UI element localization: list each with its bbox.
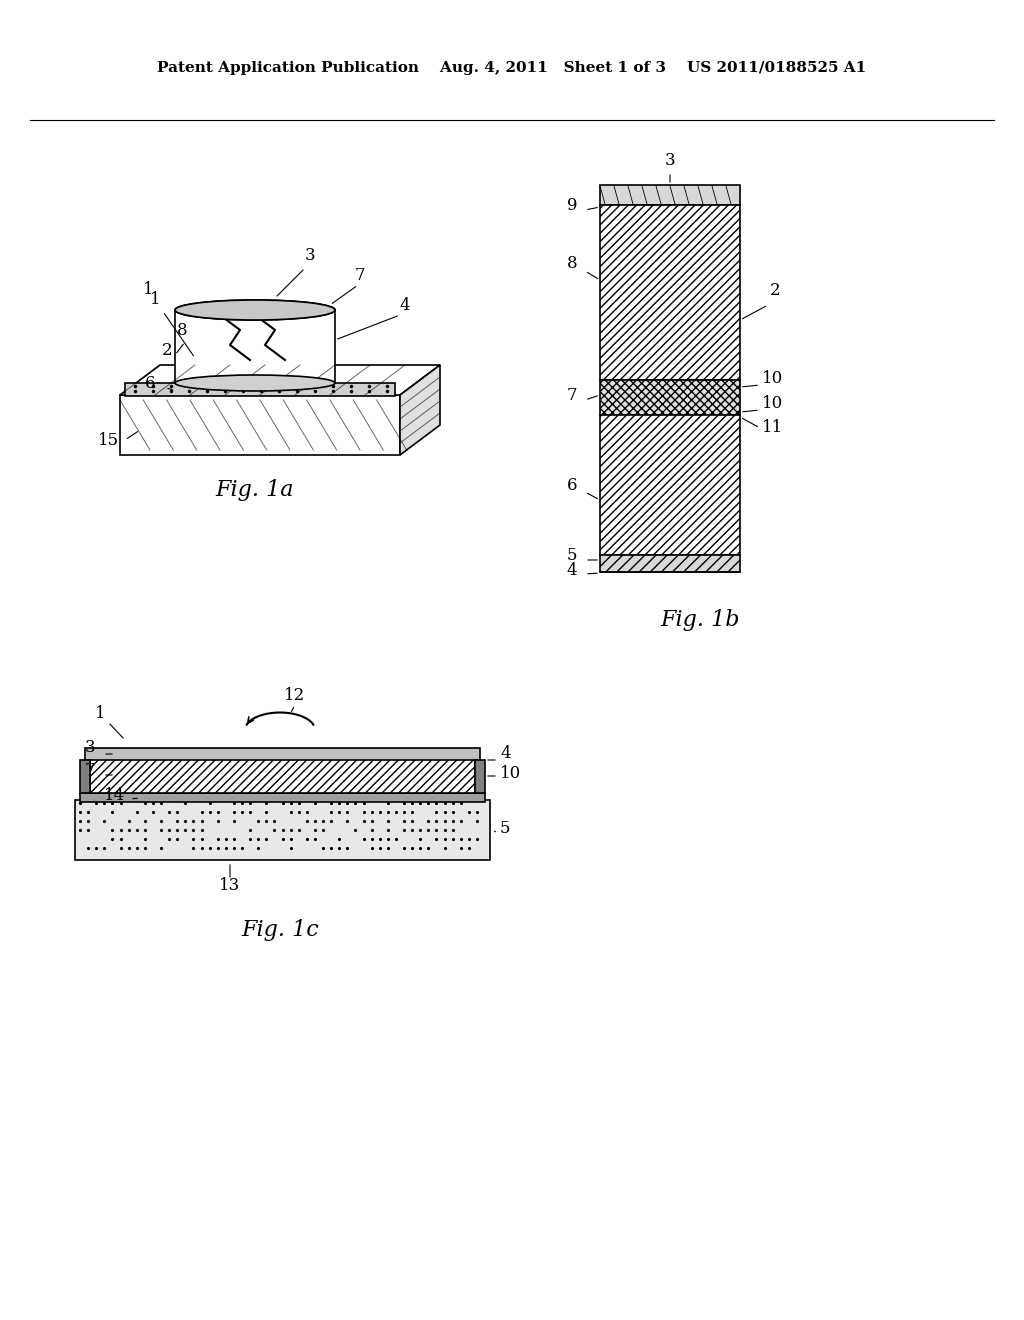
Polygon shape bbox=[80, 793, 485, 803]
Text: 5: 5 bbox=[566, 546, 578, 564]
Text: Fig. 1c: Fig. 1c bbox=[241, 919, 318, 941]
Polygon shape bbox=[75, 800, 490, 861]
Text: 6: 6 bbox=[566, 477, 578, 494]
Text: 1: 1 bbox=[142, 281, 154, 298]
Polygon shape bbox=[600, 185, 740, 205]
Polygon shape bbox=[600, 205, 740, 380]
Text: 7: 7 bbox=[566, 387, 578, 404]
Ellipse shape bbox=[175, 375, 335, 391]
Text: 4: 4 bbox=[399, 297, 411, 314]
Text: 10: 10 bbox=[762, 395, 783, 412]
Text: Fig. 1b: Fig. 1b bbox=[660, 609, 739, 631]
Polygon shape bbox=[125, 383, 395, 396]
Polygon shape bbox=[120, 366, 440, 395]
Text: 9: 9 bbox=[566, 197, 578, 214]
Text: 8: 8 bbox=[177, 322, 187, 339]
Ellipse shape bbox=[175, 300, 335, 319]
Text: 4: 4 bbox=[500, 744, 511, 762]
Polygon shape bbox=[80, 760, 90, 793]
Polygon shape bbox=[600, 380, 740, 414]
Polygon shape bbox=[400, 366, 440, 455]
Text: 1: 1 bbox=[150, 292, 194, 355]
Text: 2: 2 bbox=[162, 342, 172, 359]
Text: 7: 7 bbox=[85, 762, 95, 779]
Text: 10: 10 bbox=[762, 370, 783, 387]
Text: 13: 13 bbox=[219, 876, 241, 894]
Text: Fig. 1a: Fig. 1a bbox=[216, 479, 294, 502]
Polygon shape bbox=[90, 758, 475, 793]
Text: 15: 15 bbox=[97, 432, 119, 449]
Text: 3: 3 bbox=[305, 247, 315, 264]
Polygon shape bbox=[475, 760, 485, 793]
Ellipse shape bbox=[175, 300, 335, 319]
Polygon shape bbox=[600, 554, 740, 572]
Text: Patent Application Publication    Aug. 4, 2011   Sheet 1 of 3    US 2011/0188525: Patent Application Publication Aug. 4, 2… bbox=[158, 61, 866, 75]
Polygon shape bbox=[120, 395, 400, 455]
Text: 3: 3 bbox=[85, 739, 95, 756]
Text: 2: 2 bbox=[770, 282, 780, 300]
Text: 1: 1 bbox=[94, 705, 105, 722]
Polygon shape bbox=[85, 748, 480, 760]
Text: 11: 11 bbox=[762, 418, 783, 436]
Text: 7: 7 bbox=[354, 267, 366, 284]
Text: 4: 4 bbox=[566, 562, 578, 579]
Polygon shape bbox=[600, 414, 740, 554]
Text: 3: 3 bbox=[665, 152, 675, 169]
Polygon shape bbox=[175, 310, 335, 383]
Text: 6: 6 bbox=[144, 375, 156, 392]
Text: 5: 5 bbox=[500, 820, 511, 837]
Text: 10: 10 bbox=[500, 766, 521, 781]
Text: 8: 8 bbox=[566, 255, 578, 272]
Text: 12: 12 bbox=[285, 686, 305, 704]
Text: 14: 14 bbox=[104, 787, 126, 804]
